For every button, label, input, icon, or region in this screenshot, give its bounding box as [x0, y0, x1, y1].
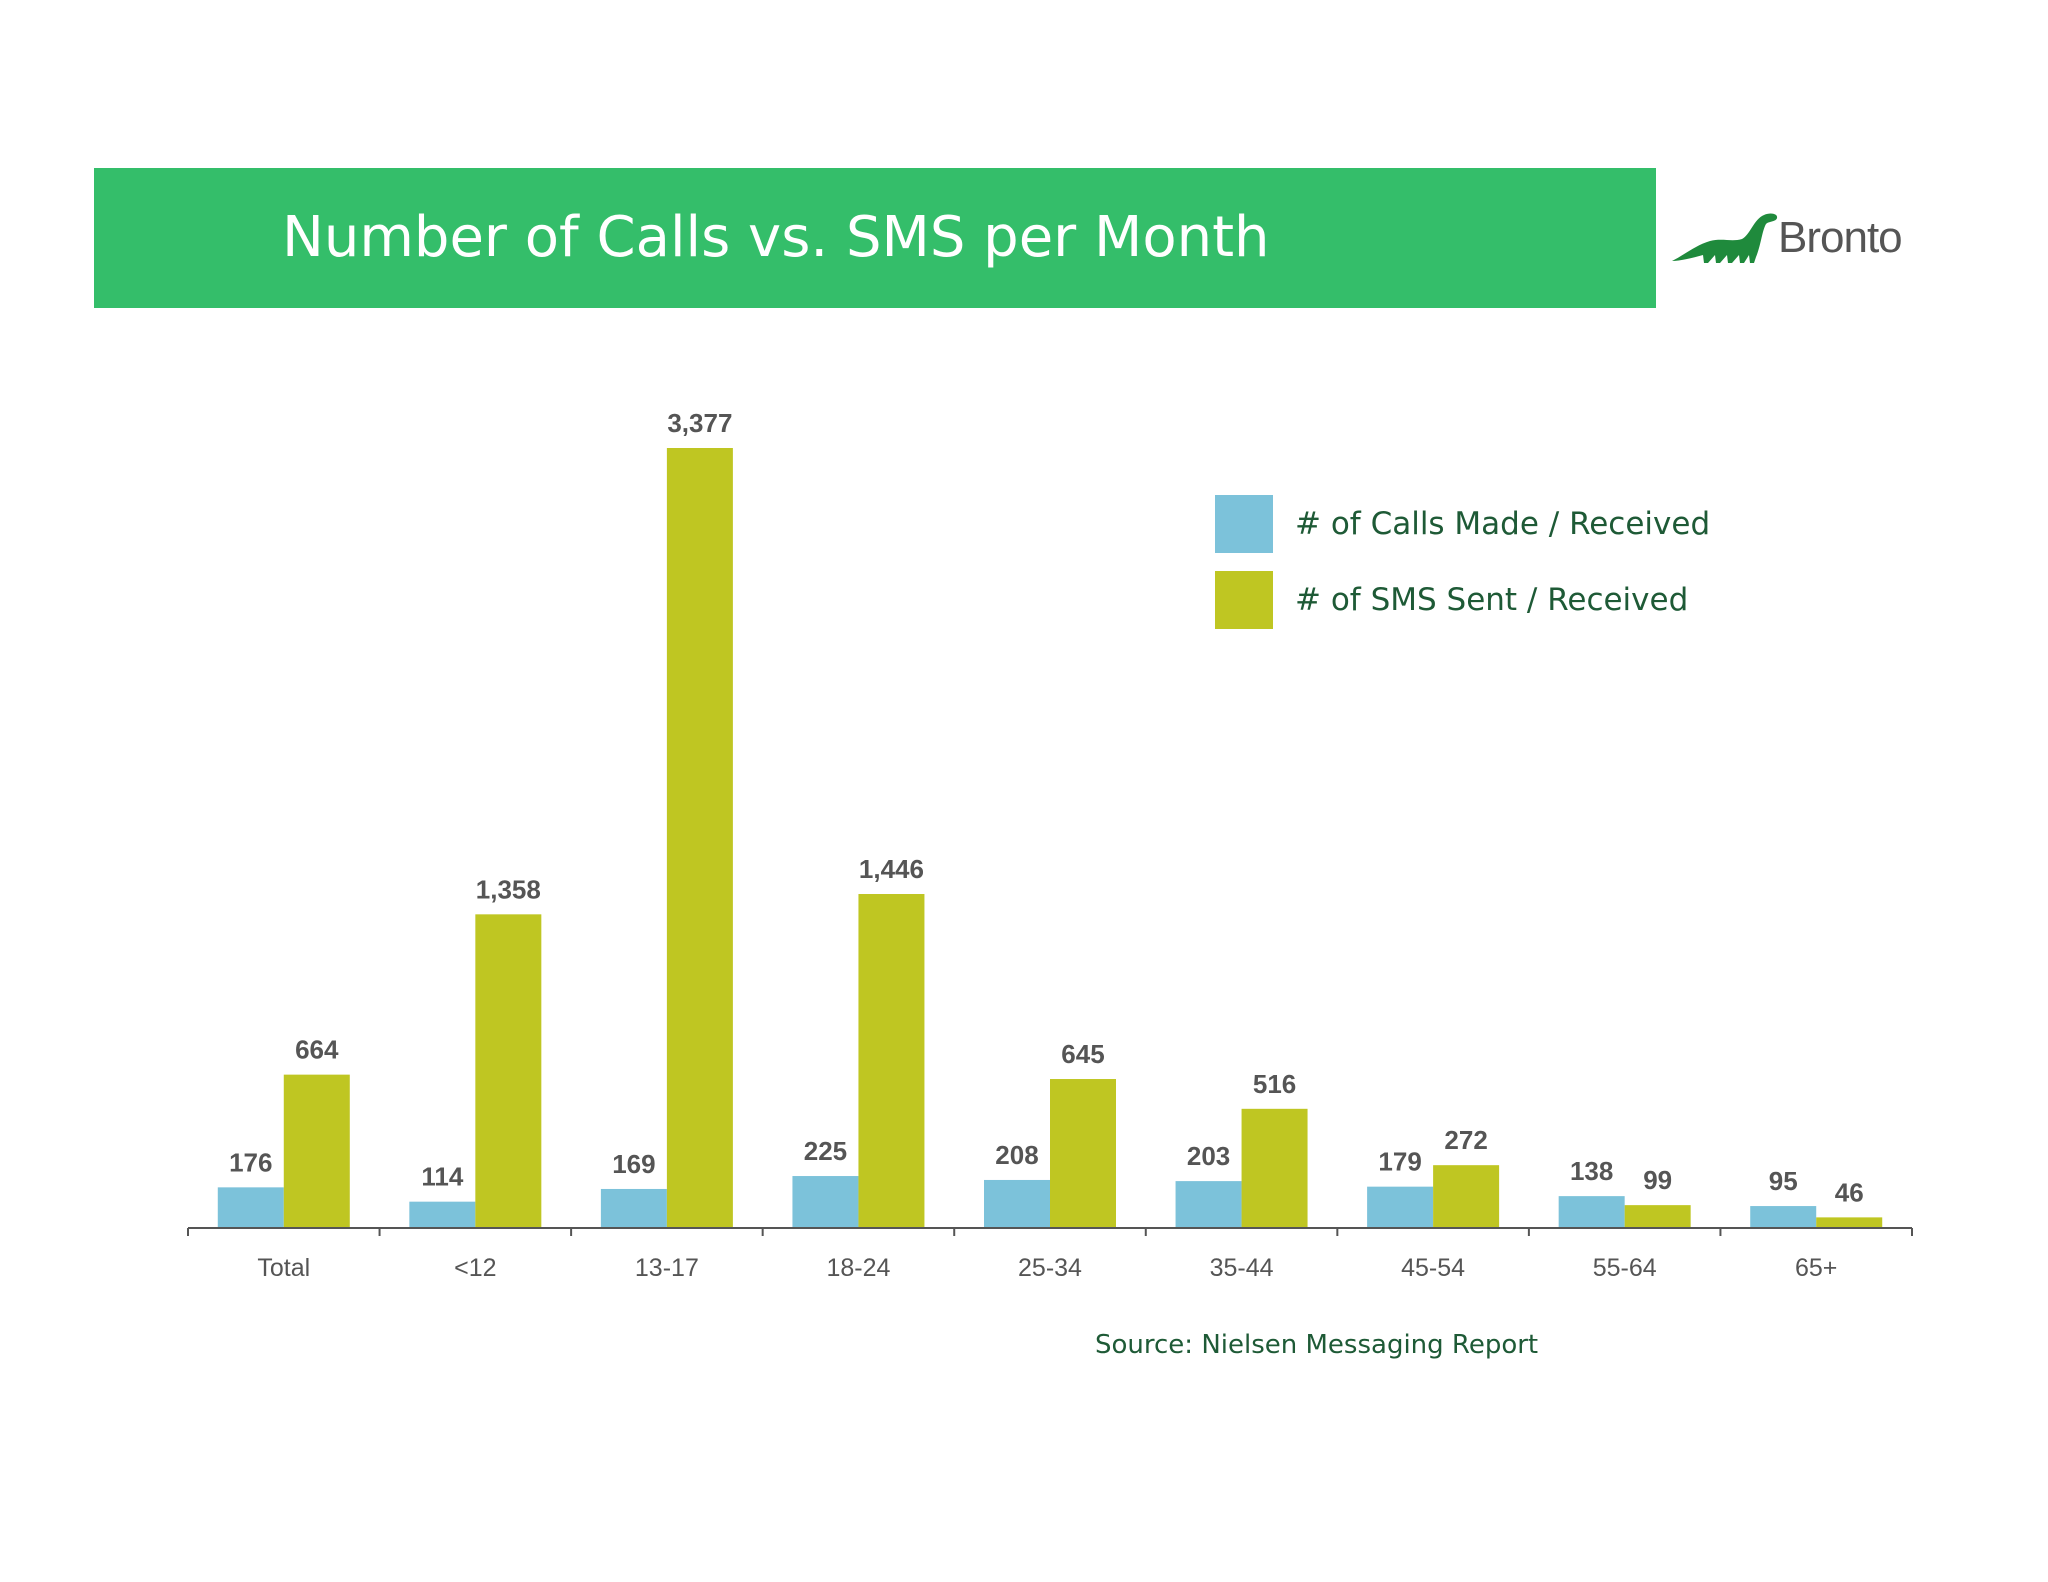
legend-item-sms: # of SMS Sent / Received — [1215, 571, 1775, 629]
bar-calls-7 — [1558, 1196, 1625, 1228]
data-label-calls-4: 208 — [995, 1140, 1038, 1170]
bar-sms-7 — [1624, 1205, 1691, 1228]
x-tick-label-1: <12 — [454, 1254, 496, 1282]
data-label-sms-2: 3,377 — [667, 408, 732, 438]
bar-calls-8 — [1750, 1206, 1817, 1228]
bar-sms-5 — [1241, 1108, 1308, 1228]
legend-item-calls: # of Calls Made / Received — [1215, 495, 1775, 553]
bar-sms-6 — [1433, 1165, 1500, 1228]
chart-legend: # of Calls Made / Received # of SMS Sent… — [1215, 495, 1775, 647]
data-label-calls-5: 203 — [1187, 1141, 1230, 1171]
bar-calls-4 — [984, 1179, 1050, 1228]
bar-sms-4 — [1050, 1079, 1116, 1228]
legend-swatch-sms — [1215, 571, 1273, 629]
data-label-calls-6: 179 — [1378, 1147, 1421, 1177]
x-tick-label-7: 55-64 — [1593, 1254, 1657, 1282]
x-tick-label-4: 25-34 — [1018, 1254, 1082, 1282]
bar-sms-1 — [475, 914, 542, 1228]
data-label-sms-8: 46 — [1835, 1177, 1864, 1207]
logo-text: Bronto — [1778, 213, 1903, 262]
x-tick-label-0: Total — [257, 1254, 310, 1282]
x-tick-label-6: 45-54 — [1401, 1254, 1465, 1282]
page-title: Number of Calls vs. SMS per Month — [282, 205, 1270, 270]
bar-calls-6 — [1367, 1186, 1434, 1228]
bronto-logo: Bronto — [1670, 205, 1910, 275]
bar-calls-0 — [217, 1187, 284, 1228]
bar-calls-1 — [409, 1201, 476, 1228]
data-label-calls-7: 138 — [1570, 1156, 1613, 1186]
data-label-sms-1: 1,358 — [476, 874, 541, 904]
data-label-calls-8: 95 — [1769, 1166, 1798, 1196]
bar-sms-0 — [283, 1074, 350, 1228]
data-label-sms-5: 516 — [1253, 1069, 1296, 1099]
bar-calls-2 — [600, 1188, 667, 1228]
data-label-sms-0: 664 — [295, 1035, 339, 1065]
bar-sms-3 — [858, 894, 925, 1228]
data-label-sms-6: 272 — [1444, 1125, 1487, 1155]
x-tick-label-3: 18-24 — [826, 1254, 890, 1282]
data-label-calls-3: 225 — [804, 1136, 847, 1166]
data-label-sms-3: 1,446 — [859, 854, 924, 884]
legend-swatch-calls — [1215, 495, 1273, 553]
brontosaurus-icon — [1672, 213, 1778, 263]
legend-label-sms: # of SMS Sent / Received — [1295, 582, 1689, 618]
source-note: Source: Nielsen Messaging Report — [1095, 1330, 1539, 1360]
bar-calls-3 — [792, 1176, 859, 1228]
bar-calls-5 — [1175, 1181, 1242, 1228]
bar-sms-8 — [1816, 1217, 1883, 1228]
bar-sms-2 — [666, 448, 733, 1228]
data-label-calls-0: 176 — [229, 1147, 272, 1177]
data-label-calls-2: 169 — [612, 1149, 655, 1179]
legend-label-calls: # of Calls Made / Received — [1295, 506, 1711, 542]
x-tick-label-8: 65+ — [1795, 1254, 1837, 1282]
x-tick-label-2: 13-17 — [635, 1254, 699, 1282]
data-label-sms-7: 99 — [1643, 1165, 1672, 1195]
data-label-sms-4: 645 — [1061, 1039, 1104, 1069]
data-label-calls-1: 114 — [421, 1162, 463, 1192]
x-tick-label-5: 35-44 — [1210, 1254, 1274, 1282]
title-banner: Number of Calls vs. SMS per Month — [94, 168, 1656, 308]
